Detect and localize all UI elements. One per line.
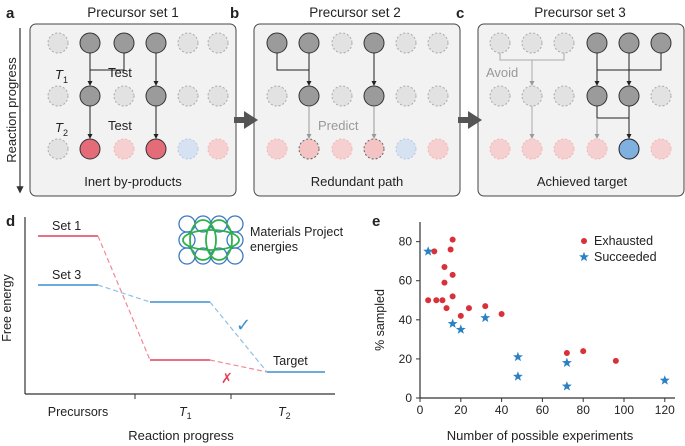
data-point-succeeded bbox=[423, 246, 434, 256]
target-label: Target bbox=[273, 354, 308, 368]
data-point-succeeded bbox=[447, 318, 458, 328]
y-tick-label: 80 bbox=[399, 235, 413, 249]
test-label-1: Test bbox=[108, 65, 132, 80]
data-point-succeeded bbox=[480, 312, 491, 323]
t1-label: T1 bbox=[55, 67, 68, 85]
panel-label-e: e bbox=[372, 213, 380, 230]
mp-label-2: energies bbox=[250, 240, 298, 254]
set1-label: Set 1 bbox=[52, 219, 81, 233]
panel-a-caption: Inert by-products bbox=[84, 174, 182, 189]
data-point-exhausted bbox=[612, 357, 619, 364]
y-tick-label: 0 bbox=[405, 391, 412, 405]
scatter-ylabel: % sampled bbox=[373, 289, 387, 351]
data-point-succeeded bbox=[512, 371, 523, 381]
x-tick-label: 120 bbox=[655, 403, 675, 417]
data-point-exhausted bbox=[580, 348, 587, 355]
reaction-progress-xlabel: Reaction progress bbox=[128, 428, 234, 443]
x-tick-label: 80 bbox=[577, 403, 591, 417]
legend-label: Exhausted bbox=[594, 234, 653, 248]
data-point-succeeded bbox=[561, 357, 572, 368]
data-point-exhausted bbox=[465, 305, 472, 312]
data-point-exhausted bbox=[563, 350, 570, 357]
data-point-exhausted bbox=[449, 236, 456, 243]
data-point-exhausted bbox=[425, 297, 432, 304]
data-point-succeeded bbox=[561, 381, 572, 391]
data-point-exhausted bbox=[457, 312, 464, 319]
t2-tick: T2 bbox=[278, 405, 291, 421]
t2-label: T2 bbox=[55, 120, 68, 138]
reaction-progress-axis: Reaction progress bbox=[4, 28, 24, 194]
data-point-exhausted bbox=[449, 293, 456, 300]
data-point-succeeded bbox=[512, 351, 523, 362]
cross-icon: ✗ bbox=[221, 371, 233, 387]
transition-arrow-ab bbox=[234, 111, 258, 129]
data-point-exhausted bbox=[431, 248, 438, 255]
set3-label: Set 3 bbox=[52, 268, 81, 282]
data-point-exhausted bbox=[441, 264, 448, 271]
predict-label: Predict bbox=[318, 118, 359, 133]
panel-b-diagram bbox=[266, 32, 449, 160]
panel-label-b: b bbox=[230, 5, 239, 22]
check-icon: ✓ bbox=[236, 315, 251, 336]
panel-a-diagram bbox=[47, 32, 229, 160]
panel-b-caption: Redundant path bbox=[311, 174, 404, 189]
panel-c-diagram bbox=[489, 32, 672, 160]
data-point-exhausted bbox=[447, 246, 454, 253]
energy-diagram bbox=[24, 217, 335, 399]
panel-label-a: a bbox=[6, 5, 15, 22]
panel-a-title: Precursor set 1 bbox=[87, 5, 179, 20]
free-energy-label: Free energy bbox=[0, 274, 14, 342]
data-point-exhausted bbox=[439, 297, 446, 304]
x-tick-label: 40 bbox=[495, 403, 509, 417]
data-point-succeeded bbox=[659, 375, 670, 385]
x-tick-label: 60 bbox=[536, 403, 550, 417]
panel-label-d: d bbox=[6, 213, 15, 230]
test-label-2: Test bbox=[108, 118, 132, 133]
x-tick-label: 20 bbox=[454, 403, 468, 417]
legend-marker-succeeded bbox=[579, 251, 589, 262]
avoid-label: Avoid bbox=[486, 65, 518, 80]
x-tick-label: 0 bbox=[417, 403, 424, 417]
x-tick-label: 100 bbox=[614, 403, 634, 417]
legend-label: Succeeded bbox=[594, 250, 657, 264]
materials-project-icon bbox=[178, 215, 244, 265]
mp-label-1: Materials Project bbox=[250, 225, 344, 239]
y-tick-label: 20 bbox=[399, 352, 413, 366]
data-point-exhausted bbox=[433, 297, 440, 304]
panel-b-title: Precursor set 2 bbox=[309, 5, 401, 20]
y-tick-label: 60 bbox=[399, 274, 413, 288]
data-point-exhausted bbox=[498, 310, 505, 317]
data-point-exhausted bbox=[443, 305, 450, 312]
t1-tick: T1 bbox=[179, 405, 192, 421]
panel-label-c: c bbox=[456, 5, 464, 22]
scatter-plot: 0 20 40 60 80 100 120 0 20 40 60 80 Exhausted Succeed… bbox=[399, 222, 675, 417]
precursors-tick: Precursors bbox=[48, 405, 108, 419]
data-point-exhausted bbox=[482, 303, 489, 310]
data-point-exhausted bbox=[441, 279, 448, 286]
reaction-progress-label: Reaction progress bbox=[4, 57, 19, 163]
y-tick-label: 40 bbox=[399, 313, 413, 327]
data-point-exhausted bbox=[449, 271, 456, 278]
legend-marker-exhausted bbox=[581, 238, 587, 244]
scatter-xlabel: Number of possible experiments bbox=[447, 428, 634, 443]
transition-arrow-bc bbox=[458, 111, 482, 129]
data-point-succeeded bbox=[455, 324, 466, 334]
panel-c-caption: Achieved target bbox=[537, 174, 628, 189]
panel-c-title: Precursor set 3 bbox=[534, 5, 626, 20]
